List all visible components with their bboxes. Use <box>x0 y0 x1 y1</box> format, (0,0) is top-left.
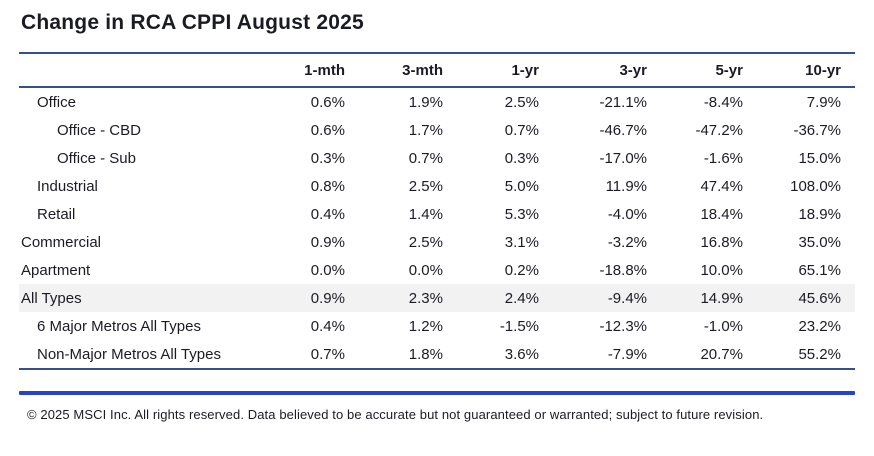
copyright-text: © 2025 MSCI Inc. All rights reserved. Da… <box>27 407 764 422</box>
value-cell: 0.7% <box>504 122 539 139</box>
value-cell: -46.7% <box>599 122 647 139</box>
row-label: Non-Major Metros All Types <box>37 346 221 363</box>
value-cell: 0.3% <box>310 150 345 167</box>
table-row: Industrial 0.8% 2.5% 5.0% 11.9% 47.4% 108.0% <box>19 172 855 200</box>
value-cell: 5.0% <box>504 178 539 195</box>
value-cell: 10.0% <box>700 262 743 279</box>
row-label: 6 Major Metros All Types <box>37 318 201 335</box>
row-label-header <box>19 53 279 88</box>
value-cell: 0.4% <box>310 318 345 335</box>
value-cell: -21.1% <box>599 94 647 111</box>
value-cell: 3.6% <box>504 346 539 363</box>
table-row: All Types 0.9% 2.3% 2.4% -9.4% 14.9% 45.6% <box>19 284 855 312</box>
column-header-10yr: 10-yr <box>757 53 855 88</box>
value-cell: 2.3% <box>359 284 457 312</box>
value-cell: 65.1% <box>798 262 841 279</box>
value-cell: -36.7% <box>793 122 841 139</box>
column-header-1mth: 1-mth <box>279 53 359 88</box>
value-cell: 3.1% <box>504 234 539 251</box>
table-row: Office - Sub 0.3% 0.7% 0.3% -17.0% -1.6% 15.0% <box>19 144 855 172</box>
value-cell: 0.4% <box>310 206 345 223</box>
row-label: Apartment <box>21 262 91 279</box>
value-cell: 16.8% <box>700 234 743 251</box>
cppi-table: 1-mth 3-mth 1-yr 3-yr 5-yr 10-yr Office 0… <box>19 52 855 370</box>
value-cell: 2.5% <box>408 234 443 251</box>
value-cell: -18.8% <box>599 262 647 279</box>
value-cell: 0.3% <box>504 150 539 167</box>
value-cell: 47.4% <box>700 178 743 195</box>
value-cell: -3.2% <box>607 234 647 251</box>
value-cell: -7.9% <box>607 346 647 363</box>
table-row: Apartment 0.0% 0.0% 0.2% -18.8% 10.0% 65.1% <box>19 256 855 284</box>
row-label: Office <box>37 94 76 111</box>
value-cell: 2.5% <box>504 94 539 111</box>
row-label: Commercial <box>21 234 102 251</box>
value-cell: 14.9% <box>661 284 757 312</box>
table-row: Non-Major Metros All Types 0.7% 1.8% 3.6% -7… <box>19 340 855 369</box>
value-cell: 0.9% <box>310 234 345 251</box>
table-header: 1-mth 3-mth 1-yr 3-yr 5-yr 10-yr <box>19 53 855 88</box>
table-body: Office 0.6% 1.9% 2.5% -21.1% -8.4% 7.9% Office … <box>19 87 855 369</box>
value-cell: 0.2% <box>504 262 539 279</box>
page-title: Change in RCA CPPI August 2025 <box>21 11 364 34</box>
row-label: Industrial <box>37 178 98 195</box>
value-cell: 18.9% <box>798 206 841 223</box>
value-cell: -1.0% <box>703 318 743 335</box>
value-cell: 0.8% <box>310 178 345 195</box>
column-header-3mth: 3-mth <box>359 53 457 88</box>
value-cell: 45.6% <box>757 284 855 312</box>
column-header-1yr: 1-yr <box>457 53 553 88</box>
row-label: All Types <box>19 284 279 312</box>
value-cell: -1.5% <box>499 318 539 335</box>
table-row: Commercial 0.9% 2.5% 3.1% -3.2% 16.8% 35.0% <box>19 228 855 256</box>
value-cell: 1.4% <box>408 206 443 223</box>
table-row: Office - CBD 0.6% 1.7% 0.7% -46.7% -47.2% -36.… <box>19 116 855 144</box>
value-cell: 11.9% <box>605 178 647 195</box>
header-row: 1-mth 3-mth 1-yr 3-yr 5-yr 10-yr <box>19 53 855 88</box>
value-cell: 1.7% <box>408 122 443 139</box>
value-cell: 108.0% <box>790 178 841 195</box>
value-cell: -47.2% <box>695 122 743 139</box>
row-label: Office - CBD <box>57 122 141 139</box>
value-cell: 18.4% <box>700 206 743 223</box>
value-cell: 23.2% <box>798 318 841 335</box>
value-cell: 35.0% <box>798 234 841 251</box>
table-row: Retail 0.4% 1.4% 5.3% -4.0% 18.4% 18.9% <box>19 200 855 228</box>
column-header-5yr: 5-yr <box>661 53 757 88</box>
value-cell: -12.3% <box>599 318 647 335</box>
value-cell: 2.5% <box>408 178 443 195</box>
value-cell: 15.0% <box>798 150 841 167</box>
value-cell: 5.3% <box>504 206 539 223</box>
value-cell: 0.0% <box>310 262 345 279</box>
row-label: Office - Sub <box>57 150 136 167</box>
value-cell: -9.4% <box>553 284 661 312</box>
value-cell: 0.0% <box>408 262 443 279</box>
value-cell: 55.2% <box>798 346 841 363</box>
value-cell: 2.4% <box>457 284 553 312</box>
report-page: Change in RCA CPPI August 2025 1-mth 3-m… <box>19 11 855 422</box>
value-cell: -4.0% <box>607 206 647 223</box>
value-cell: -17.0% <box>599 150 647 167</box>
value-cell: 0.7% <box>310 346 345 363</box>
value-cell: 0.9% <box>279 284 359 312</box>
value-cell: 0.7% <box>408 150 443 167</box>
value-cell: 0.6% <box>310 122 345 139</box>
value-cell: 1.2% <box>408 318 443 335</box>
value-cell: -8.4% <box>703 94 743 111</box>
table-row: 6 Major Metros All Types 0.4% 1.2% -1.5% -12… <box>19 312 855 340</box>
value-cell: 1.8% <box>408 346 443 363</box>
value-cell: 20.7% <box>700 346 743 363</box>
value-cell: 1.9% <box>408 94 443 111</box>
value-cell: 7.9% <box>806 94 841 111</box>
accent-divider-bar <box>19 391 855 395</box>
row-label: Retail <box>37 206 76 223</box>
table-row: Office 0.6% 1.9% 2.5% -21.1% -8.4% 7.9% <box>19 87 855 116</box>
value-cell: 0.6% <box>310 94 345 111</box>
column-header-3yr: 3-yr <box>553 53 661 88</box>
value-cell: -1.6% <box>703 150 743 167</box>
